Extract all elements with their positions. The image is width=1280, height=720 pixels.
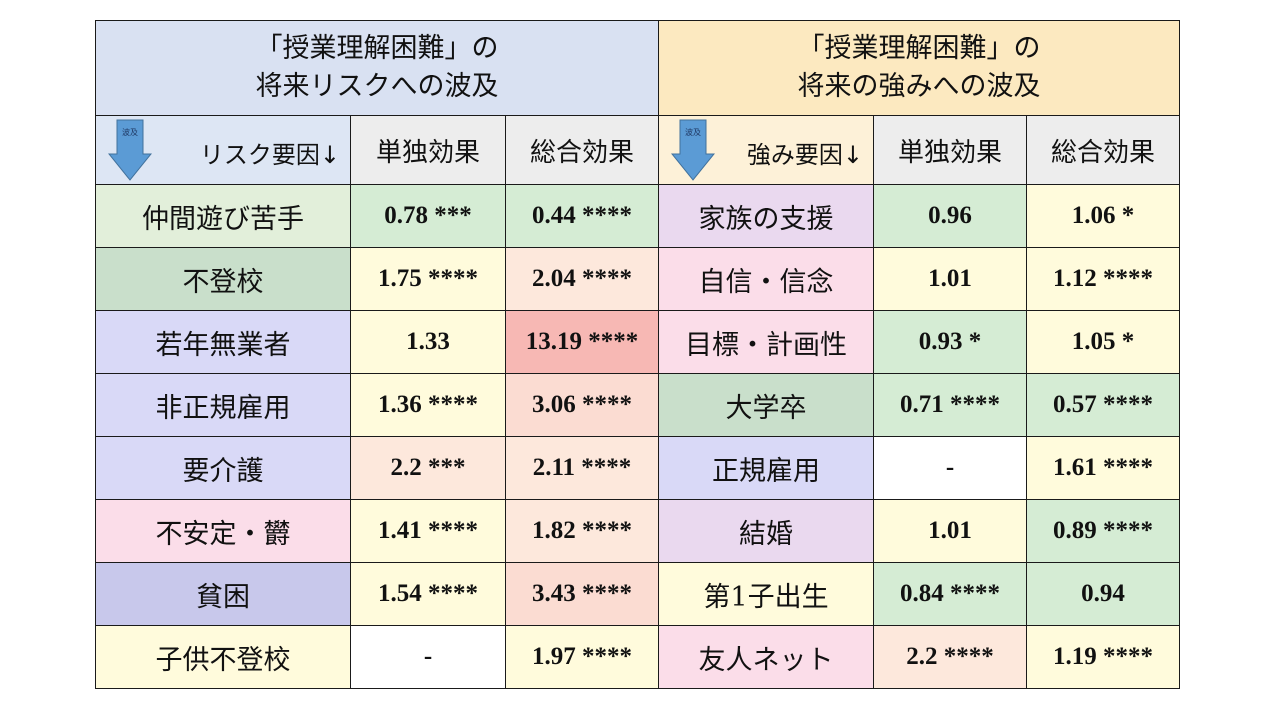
table-row: 貧困 1.54 **** 3.43 **** 第1子出生 0.84 **** 0… [95,562,1180,626]
left-total-value: 1.82 **** [505,499,659,563]
right-total-value: 1.61 **** [1026,436,1180,500]
left-total-value: 13.19 **** [505,310,659,374]
down-arrow-icon: 波及 [671,119,715,181]
right-total-value: 0.94 [1026,562,1180,626]
right-factor: 正規雇用 [658,436,874,500]
right-total-value: 0.89 **** [1026,499,1180,563]
arrow-label: 波及 [122,127,138,137]
right-total-value: 0.57 **** [1026,373,1180,437]
left-single-value: 1.54 **** [350,562,506,626]
left-factor: 仲間遊び苦手 [95,184,351,248]
table-row: 要介護 2.2 *** 2.11 **** 正規雇用 - 1.61 **** [95,436,1180,500]
right-single-value: 0.96 [873,184,1027,248]
table-row: 若年無業者 1.33 13.19 **** 目標・計画性 0.93 * 1.05… [95,310,1180,374]
right-single-value: 0.71 **** [873,373,1027,437]
left-total-value: 2.04 **** [505,247,659,311]
right-single-value: 0.84 **** [873,562,1027,626]
left-single-value: 2.2 *** [350,436,506,500]
left-single-value: 1.75 **** [350,247,506,311]
right-factor: 結婚 [658,499,874,563]
arrow-label: 波及 [685,127,701,137]
right-factor: 家族の支援 [658,184,874,248]
right-single-value: 0.93 * [873,310,1027,374]
right-factor-header: 波及 強み要因↓ [658,115,874,185]
left-factor-header: 波及 リスク要因↓ [95,115,351,185]
right-factor: 大学卒 [658,373,874,437]
table-row: 非正規雇用 1.36 **** 3.06 **** 大学卒 0.71 **** … [95,373,1180,437]
left-total-value: 2.11 **** [505,436,659,500]
left-single-value: 1.41 **** [350,499,506,563]
left-factor: 不登校 [95,247,351,311]
left-single-value: - [350,625,506,689]
right-factor-label: 強み要因↓ [746,141,863,169]
right-total-value: 1.06 * [1026,184,1180,248]
left-total-value: 0.44 **** [505,184,659,248]
left-total-header: 総合効果 [505,115,659,185]
right-factor: 第1子出生 [658,562,874,626]
left-single-value: 1.36 **** [350,373,506,437]
left-title-line-1: 「授業理解困難」の [255,33,499,64]
left-factor: 要介護 [95,436,351,500]
right-single-header: 単独効果 [873,115,1027,185]
right-single-value: 2.2 **** [873,625,1027,689]
left-single-value: 1.33 [350,310,506,374]
left-total-value: 3.06 **** [505,373,659,437]
left-factor: 不安定・欝 [95,499,351,563]
right-total-value: 1.12 **** [1026,247,1180,311]
left-total-value: 3.43 **** [505,562,659,626]
right-title-line-2: 将来の強みへの波及 [797,71,1041,102]
right-single-value: - [873,436,1027,500]
left-single-value: 0.78 *** [350,184,506,248]
right-single-value: 1.01 [873,247,1027,311]
right-total-header: 総合効果 [1026,115,1180,185]
right-factor: 目標・計画性 [658,310,874,374]
table-row: 不登校 1.75 **** 2.04 **** 自信・信念 1.01 1.12 … [95,247,1180,311]
left-factor: 貧困 [95,562,351,626]
right-factor: 自信・信念 [658,247,874,311]
right-total-value: 1.19 **** [1026,625,1180,689]
right-title-line-1: 「授業理解困難」の [797,33,1041,64]
table-row: 子供不登校 - 1.97 **** 友人ネット 2.2 **** 1.19 **… [95,625,1180,689]
left-title: 「授業理解困難」の 将来リスクへの波及 [95,20,659,116]
left-factor: 子供不登校 [95,625,351,689]
table-row: 仲間遊び苦手 0.78 *** 0.44 **** 家族の支援 0.96 1.0… [95,184,1180,248]
down-arrow-icon: 波及 [108,119,152,181]
right-single-value: 1.01 [873,499,1027,563]
left-single-header: 単独効果 [350,115,506,185]
left-factor: 若年無業者 [95,310,351,374]
left-factor-label: リスク要因↓ [199,141,340,169]
left-factor: 非正規雇用 [95,373,351,437]
right-total-value: 1.05 * [1026,310,1180,374]
right-title: 「授業理解困難」の 将来の強みへの波及 [658,20,1180,116]
table-row: 不安定・欝 1.41 **** 1.82 **** 結婚 1.01 0.89 *… [95,499,1180,563]
comparison-table: 「授業理解困難」の 将来リスクへの波及 「授業理解困難」の 将来の強みへの波及 … [95,20,1180,689]
right-factor: 友人ネット [658,625,874,689]
left-title-line-2: 将来リスクへの波及 [255,71,499,102]
left-total-value: 1.97 **** [505,625,659,689]
